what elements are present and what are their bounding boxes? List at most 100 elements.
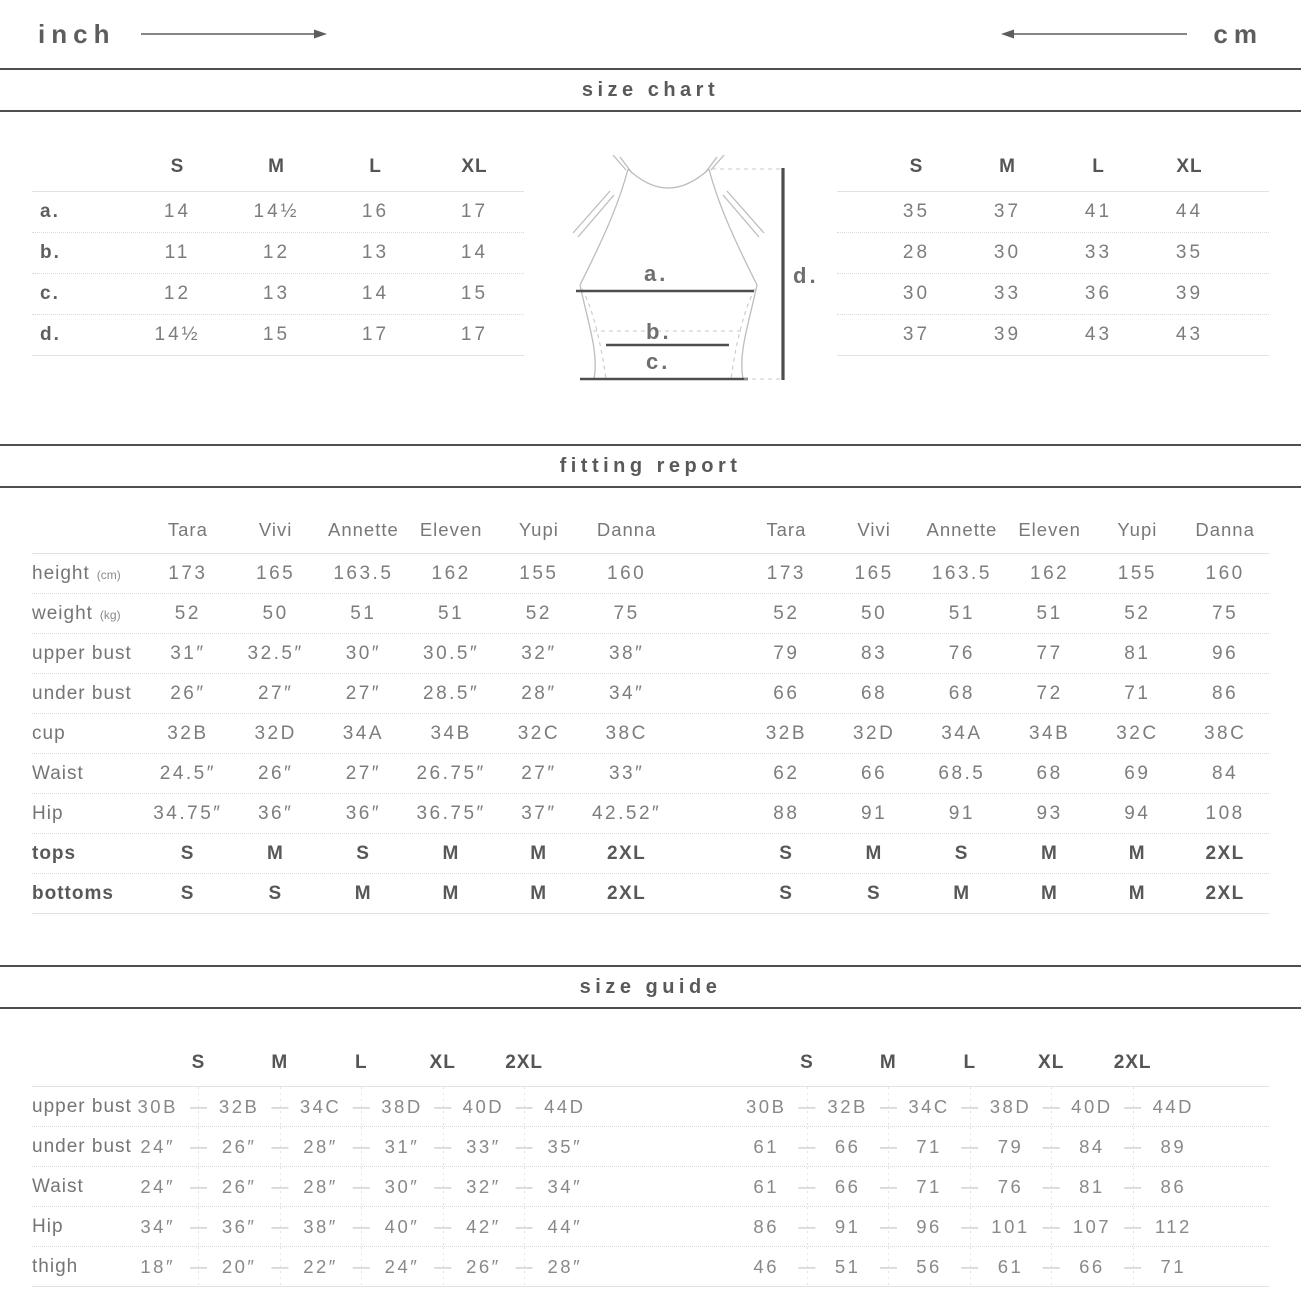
inch-values: 173 165 163.5 162 155 160 — [144, 563, 671, 585]
inch-values: 12 13 14 15 — [128, 283, 524, 305]
cm-values: 46 — 51 — 56 — 61 — 66 — 71 — [741, 1247, 1200, 1286]
value-cell: S — [170, 156, 185, 177]
value-cell: 2XL — [606, 882, 647, 904]
value-cell: 40D — [1071, 1095, 1113, 1117]
size-header-label: S — [800, 1052, 814, 1073]
value-cell: 165 — [854, 562, 894, 584]
value-cell: 14½ — [154, 324, 201, 345]
cm-values: 37 39 43 43 — [871, 324, 1235, 346]
value-cell: 91 — [948, 802, 975, 824]
value-cell: 86 — [1212, 682, 1239, 704]
spacer — [1199, 1087, 1269, 1126]
dash-separator: — — [509, 1167, 539, 1206]
dash-separator: — — [509, 1087, 539, 1126]
value-cell: 33 — [1084, 242, 1113, 263]
value-cell: 81 — [1079, 1175, 1105, 1197]
value-cell: 39 — [1175, 283, 1204, 304]
size-guide-section: S M L XL 2XL S M L XL 2XL upper bust 30B —32B —34C… — [0, 1009, 1301, 1287]
dash-separator: — — [873, 1247, 903, 1286]
unit-note: (cm) — [96, 567, 121, 582]
cm-values: S S M M M 2XL — [743, 883, 1270, 905]
value-cell: 112 — [1154, 1215, 1192, 1237]
spacer — [591, 1207, 741, 1246]
dash-separator: — — [346, 1247, 376, 1286]
model-headers: Tara Vivi Annette Eleven Yupi Danna — [144, 519, 671, 541]
value-cell: 38″ — [608, 642, 645, 664]
value-cell: Eleven — [1018, 519, 1081, 540]
value-cell: 56 — [916, 1255, 942, 1277]
value-cell: 38C — [1203, 722, 1247, 744]
cm-values: 30 33 36 39 — [871, 283, 1235, 305]
value-cell: 86 — [753, 1215, 779, 1237]
spacer — [591, 1087, 741, 1126]
value-cell: 32″ — [466, 1175, 501, 1197]
dash-separator: — — [428, 1207, 458, 1246]
value-cell: 71 — [1124, 682, 1151, 704]
dash-separator: — — [428, 1247, 458, 1286]
row-label: bottoms — [32, 882, 114, 904]
value-cell: 15 — [460, 283, 489, 304]
value-cell: 44D — [1152, 1095, 1195, 1117]
cm-values: 35 37 41 44 — [871, 201, 1235, 223]
value-cell: 26″ — [221, 1175, 257, 1197]
value-cell: 173 — [168, 562, 208, 584]
value-cell: 40″ — [384, 1215, 420, 1237]
value-cell: 50 — [861, 602, 888, 624]
value-cell: 17 — [460, 201, 489, 222]
dash-separator: — — [265, 1127, 295, 1166]
value-cell: 2XL — [606, 842, 647, 864]
spacer — [1199, 1040, 1269, 1086]
inch-values: S M S M M 2XL — [144, 843, 671, 865]
dash-separator: — — [428, 1087, 458, 1126]
table-header-row: Tara Vivi Annette Eleven Yupi Danna Tara Vivi A… — [32, 507, 1269, 554]
row-label: Waist — [32, 1175, 84, 1197]
row-label: tops — [32, 842, 77, 864]
value-cell: S — [268, 882, 283, 904]
row-label: upper bust — [32, 1095, 132, 1117]
value-cell: 31″ — [384, 1135, 420, 1157]
table-row: height (cm) 173 165 163.5 162 155 160 173 165 16… — [32, 554, 1269, 594]
row-label: c. — [40, 283, 60, 304]
cm-values: 30B —32B —34C —38D —40D —44D — [741, 1087, 1200, 1126]
dash-separator: — — [346, 1167, 376, 1206]
dash-separator: — — [346, 1127, 376, 1166]
size-header-label: L — [963, 1052, 977, 1073]
value-cell: 91 — [861, 802, 888, 824]
value-cell: 160 — [1205, 562, 1245, 584]
value-cell: 14 — [163, 201, 192, 222]
value-cell: 26.75″ — [416, 762, 486, 784]
value-cell: 62 — [773, 762, 800, 784]
value-cell: 28″ — [547, 1255, 583, 1277]
value-cell: 32B — [765, 722, 808, 744]
table-row: bottoms S S M M M 2XL S S M M M 2XL — [32, 874, 1269, 914]
value-cell: S — [356, 842, 371, 864]
value-cell: 28″ — [303, 1135, 338, 1157]
size-guide-title-bar: size guide — [0, 965, 1301, 1009]
table-row: b. 11 12 13 14 — [32, 233, 524, 274]
value-cell: 165 — [256, 562, 296, 584]
table-row: tops S M S M M 2XL S M S M M 2XL — [32, 834, 1269, 874]
value-cell: 17 — [460, 324, 489, 345]
dash-separator: — — [1118, 1247, 1148, 1286]
value-cell: 50 — [262, 602, 289, 624]
cm-values: 66 68 68 72 71 86 — [743, 683, 1270, 705]
dash-separator: — — [873, 1127, 903, 1166]
dash-separator: — — [792, 1207, 822, 1246]
value-cell: 66 — [1079, 1255, 1105, 1277]
value-cell: 38″ — [303, 1215, 338, 1237]
value-cell: 33 — [993, 283, 1022, 304]
value-cell: 35 — [902, 201, 931, 222]
value-cell: 44D — [544, 1095, 586, 1117]
spacer-cell — [822, 1040, 873, 1086]
spacer-cell — [295, 1040, 346, 1086]
value-cell: M — [1128, 882, 1147, 904]
value-cell: 44″ — [547, 1215, 583, 1237]
value-cell: 33″ — [608, 762, 645, 784]
spacer — [1199, 1207, 1269, 1246]
dash-separator: — — [955, 1247, 985, 1286]
value-cell: M — [953, 882, 971, 904]
spacer-cell — [1066, 1040, 1117, 1086]
spacer-cell — [132, 1040, 183, 1086]
value-cell: 51 — [1036, 602, 1063, 624]
table-row: Hip 34.75″ 36″ 36″ 36.75″ 37″ 42.52″ 88 91 91 93… — [32, 794, 1269, 834]
